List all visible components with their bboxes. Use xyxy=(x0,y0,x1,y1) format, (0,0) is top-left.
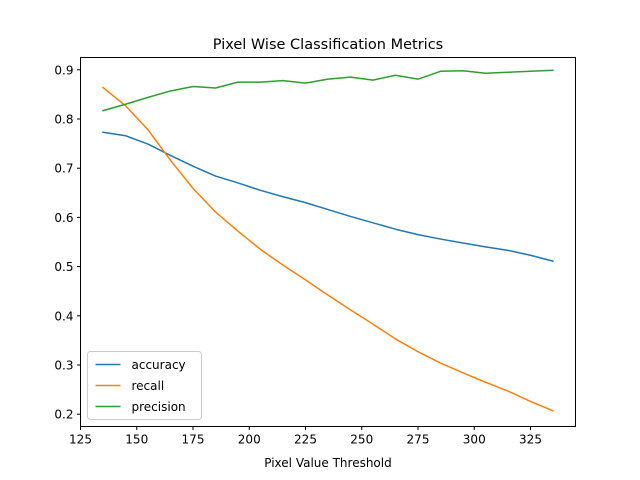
y-tick-label: 0.6 xyxy=(54,211,73,225)
legend-label-accuracy: accuracy xyxy=(132,358,186,372)
x-tick-label: 150 xyxy=(125,433,148,447)
y-tick-label: 0.7 xyxy=(54,162,73,176)
x-tick-label: 250 xyxy=(350,433,373,447)
y-tick-label: 0.2 xyxy=(54,408,73,422)
x-tick-label: 200 xyxy=(238,433,261,447)
plot-lines xyxy=(101,69,554,412)
series-line-recall xyxy=(101,86,554,412)
legend-box xyxy=(87,351,202,420)
legend-label-precision: precision xyxy=(132,400,186,414)
x-tick-label: 275 xyxy=(407,433,430,447)
legend-label-recall: recall xyxy=(132,379,165,393)
x-tick-label: 175 xyxy=(182,433,205,447)
y-tick-label: 0.8 xyxy=(54,113,73,127)
x-tick-label: 325 xyxy=(519,433,542,447)
series-line-accuracy xyxy=(102,131,554,263)
series-line-precision xyxy=(102,69,554,112)
x-axis-title: Pixel Value Threshold xyxy=(264,456,391,470)
legend: accuracy recall precision xyxy=(87,351,202,420)
y-axis: 0.2 0.3 0.4 0.5 0.6 0.7 0.8 0.9 xyxy=(54,63,81,422)
chart-title: Pixel Wise Classification Metrics xyxy=(213,37,443,53)
plot-frame xyxy=(80,57,576,427)
y-tick-label: 0.3 xyxy=(54,359,73,373)
y-tick-label: 0.4 xyxy=(54,309,73,323)
y-tick-label: 0.9 xyxy=(54,63,73,77)
x-tick-label: 300 xyxy=(463,433,486,447)
x-tick-label: 225 xyxy=(294,433,317,447)
x-tick-label: 125 xyxy=(69,433,92,447)
x-axis: 125 150 175 200 225 250 275 300 325 xyxy=(69,426,542,447)
y-tick-label: 0.5 xyxy=(54,260,73,274)
